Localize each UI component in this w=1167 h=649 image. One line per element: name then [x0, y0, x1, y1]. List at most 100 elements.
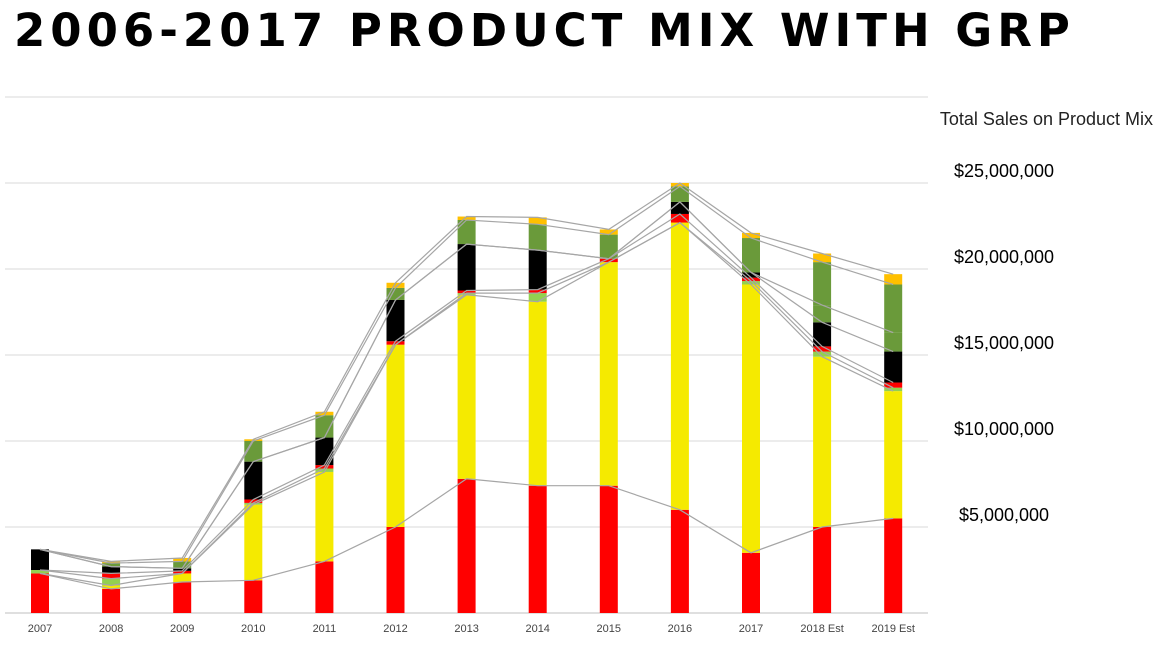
bar-segment	[315, 471, 334, 562]
series-line	[39, 182, 894, 563]
bar-segment	[102, 585, 121, 589]
x-tick-labels: 2007 2008 2009 2010 2011 2012 2013 2014 2015 2016…	[28, 623, 915, 635]
x-tick-label: 2014	[525, 623, 549, 635]
chart-title: 2006-2017 PRODUCT MIX WITH GRP	[14, 4, 1075, 57]
bar-segment	[884, 332, 903, 352]
bar-segment	[813, 253, 832, 263]
bar-segment	[457, 294, 476, 479]
bar-segment	[173, 561, 192, 569]
bar-segment	[742, 232, 760, 239]
bar-segment	[599, 234, 618, 259]
y-tick-label: $20,000,000	[954, 247, 1054, 267]
series-line	[39, 201, 894, 569]
x-tick-label: 2012	[383, 623, 407, 635]
bar-segment	[884, 518, 903, 613]
bar-segment	[315, 411, 334, 416]
bar-segment	[386, 527, 405, 613]
bar-segment	[742, 552, 760, 613]
bar-segment	[884, 382, 903, 388]
y-tick-label: $15,000,000	[954, 333, 1054, 353]
bar-segment	[528, 301, 547, 486]
y-tick-labels: $5,000,000 $10,000,000 $15,000,000 $20,000,…	[954, 161, 1054, 525]
bar-segment	[528, 293, 547, 302]
bar-segment	[813, 262, 832, 306]
bar-segment	[599, 258, 618, 263]
bar-segment	[670, 183, 689, 187]
bar-segment	[173, 568, 192, 571]
series-line	[39, 221, 894, 580]
bar-segment	[528, 485, 547, 613]
bar-segment	[173, 582, 192, 613]
bar-segment	[386, 299, 405, 342]
x-tick-label: 2017	[739, 623, 763, 635]
bar-segment	[528, 217, 547, 225]
bar-segment	[31, 570, 49, 574]
bar-segment	[813, 527, 832, 613]
bar-segment	[742, 284, 760, 553]
bar-segment	[244, 580, 263, 613]
series-line	[39, 185, 894, 564]
x-tick-label: 2019 Est	[871, 623, 914, 635]
x-tick-label: 2011	[313, 623, 337, 635]
bar-segment	[528, 250, 547, 290]
y-axis-label: Total Sales on Product Mix	[940, 109, 1153, 129]
bar-segment	[670, 222, 689, 510]
bars	[31, 183, 903, 613]
bar-segment	[102, 578, 121, 586]
bar-segment	[457, 219, 476, 245]
bar-segment	[528, 289, 547, 294]
bar-segment	[31, 573, 49, 613]
bar-segment	[315, 465, 334, 469]
bar-segment	[244, 504, 263, 581]
x-tick-label: 2015	[597, 623, 621, 635]
bar-segment	[315, 561, 334, 613]
bar-segment	[31, 549, 49, 570]
bar-segment	[884, 387, 903, 392]
bar-segment	[813, 356, 832, 527]
bar-segment	[884, 351, 903, 383]
series-line	[39, 213, 894, 575]
series-lines	[39, 182, 894, 590]
bar-segment	[102, 561, 121, 564]
x-tick-label: 2008	[99, 623, 123, 635]
bar-segment	[244, 461, 263, 500]
bar-segment	[670, 186, 689, 202]
bar-segment	[528, 224, 547, 251]
bar-segment	[599, 229, 618, 235]
bar-segment	[742, 238, 760, 273]
bar-segment	[386, 341, 405, 345]
bar-segment	[173, 557, 192, 562]
bar-segment	[102, 563, 121, 567]
bar-segment	[457, 244, 476, 291]
x-tick-label: 2016	[668, 623, 692, 635]
bar-segment	[457, 216, 476, 220]
x-tick-label: 2018 Est	[800, 623, 843, 635]
bar-segment	[457, 290, 476, 294]
bar-segment	[742, 277, 760, 282]
bar-segment	[315, 468, 334, 472]
bar-segment	[173, 570, 192, 574]
bar-segment	[813, 322, 832, 347]
bar-segment	[813, 351, 832, 357]
x-tick-label: 2010	[241, 623, 265, 635]
x-tick-label: 2013	[454, 623, 478, 635]
bar-segment	[742, 272, 760, 278]
bar-segment	[884, 391, 903, 519]
bar-segment	[173, 573, 192, 583]
bar-segment	[315, 415, 334, 438]
bar-segment	[599, 485, 618, 613]
bar-segment	[670, 509, 689, 613]
bar-segment	[599, 262, 618, 486]
bar-segment	[742, 281, 760, 285]
bar-segment	[670, 213, 689, 223]
bar-segment	[102, 588, 121, 613]
y-tick-label: $5,000,000	[959, 505, 1049, 525]
y-tick-label: $25,000,000	[954, 161, 1054, 181]
bar-segment	[244, 499, 263, 503]
x-tick-label: 2009	[170, 623, 194, 635]
bar-segment	[813, 305, 832, 323]
x-tick-label: 2007	[28, 623, 52, 635]
bar-segment	[457, 478, 476, 613]
bar-segment	[386, 344, 405, 527]
